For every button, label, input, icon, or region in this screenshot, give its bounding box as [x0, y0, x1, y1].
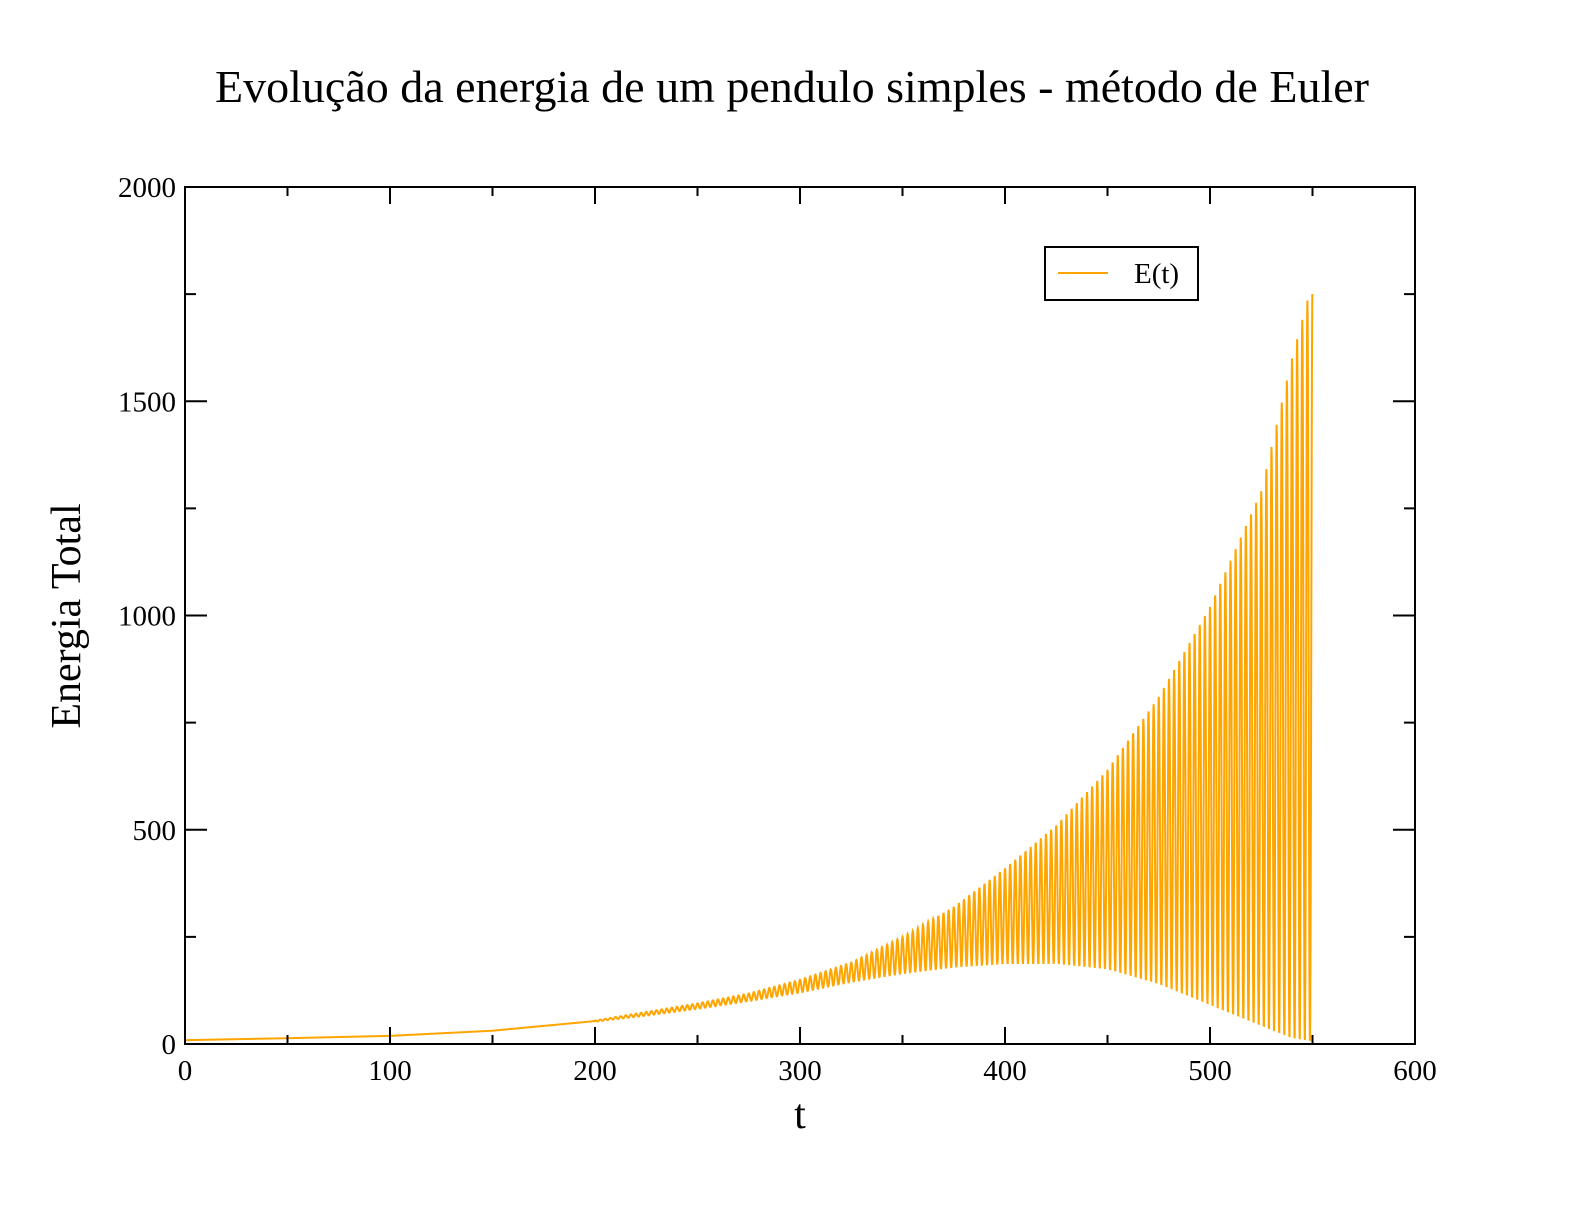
y-tick-label: 500: [133, 815, 177, 847]
y-tick-label: 0: [162, 1029, 177, 1061]
axis-ticks: [184, 186, 1416, 1045]
x-tick-label: 400: [983, 1055, 1027, 1087]
x-tick-label: 300: [778, 1055, 822, 1087]
x-tick-label: 200: [573, 1055, 617, 1087]
x-tick-label: 600: [1393, 1055, 1437, 1087]
x-axis-label: t: [794, 1092, 806, 1138]
series-line-e-t: [185, 293, 1314, 1042]
chart-title: Evolução da energia de um pendulo simple…: [215, 61, 1369, 112]
y-tick-label: 1000: [118, 601, 176, 633]
x-tick-label: 500: [1188, 1055, 1232, 1087]
y-tick-label: 2000: [118, 172, 176, 204]
series-lines: [185, 293, 1314, 1042]
axis-tick-labels: 0 100 200 300 400 500 600 0 500 1000 1500 2000: [118, 172, 1437, 1087]
y-axis-label: Energia Total: [44, 503, 90, 728]
x-tick-label: 100: [368, 1055, 412, 1087]
x-tick-label: 0: [178, 1055, 193, 1087]
legend-label-e-t: E(t): [1134, 258, 1179, 290]
legend: E(t): [1044, 246, 1199, 301]
y-tick-label: 1500: [118, 386, 176, 418]
